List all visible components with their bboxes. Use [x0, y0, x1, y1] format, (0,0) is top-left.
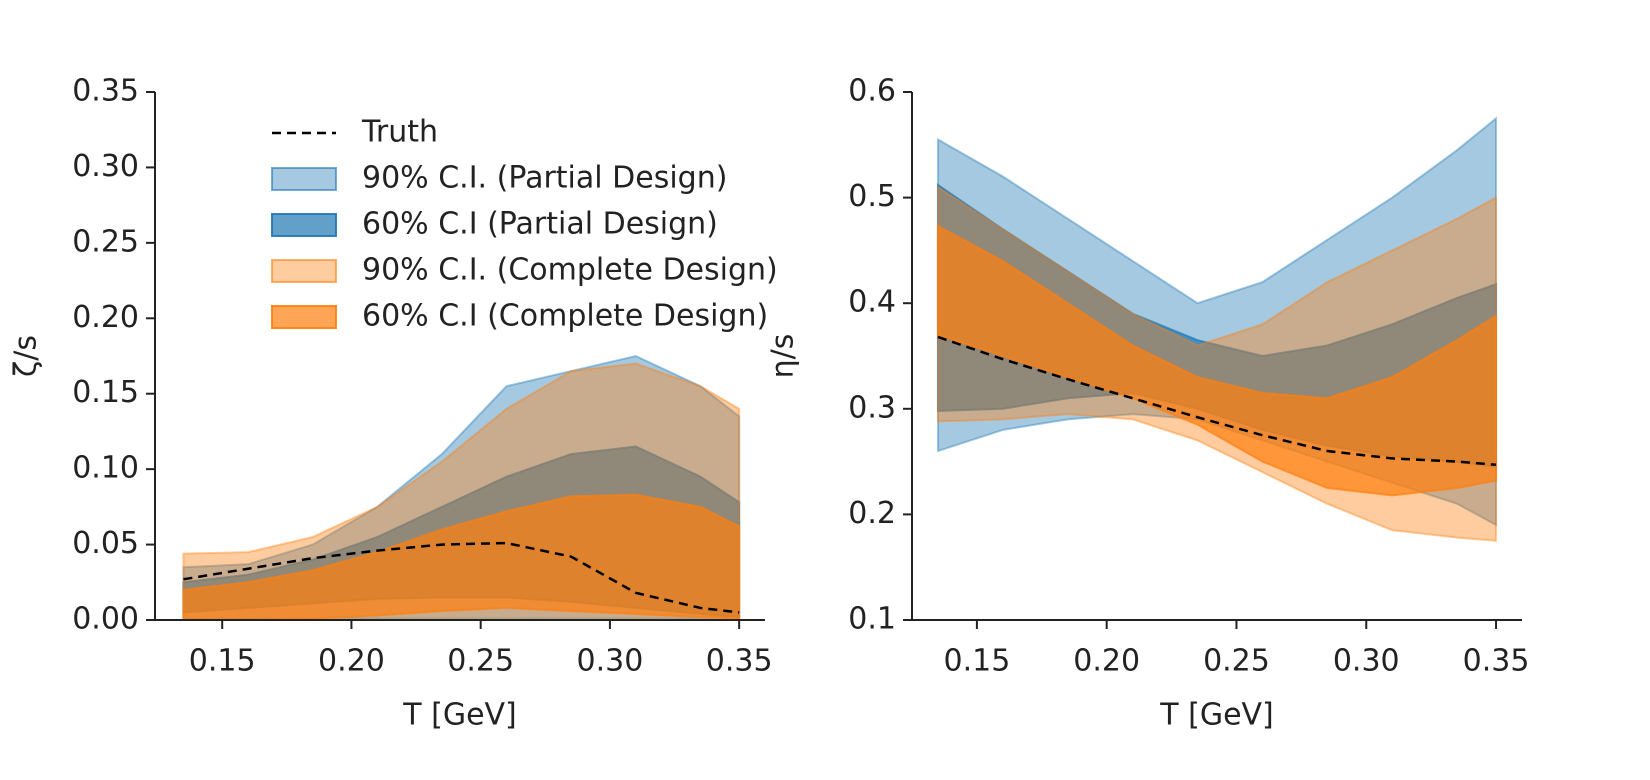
- y-axis-label: η/s: [766, 334, 801, 379]
- x-axis-label: T [GeV]: [402, 698, 517, 733]
- legend-label: 60% C.I (Partial Design): [362, 207, 718, 242]
- x-tick-label: 0.15: [189, 644, 256, 679]
- y-tick-label: 0.3: [848, 390, 896, 425]
- x-tick-label: 0.35: [706, 644, 773, 679]
- y-tick-label: 0.4: [848, 285, 896, 320]
- y-tick-label: 0.30: [72, 149, 139, 184]
- x-axis-label: T [GeV]: [1159, 698, 1274, 733]
- legend-label: 60% C.I (Complete Design): [362, 299, 768, 334]
- legend-swatch: [271, 305, 337, 329]
- truth-line: [183, 541, 740, 614]
- legend-label: 90% C.I. (Partial Design): [362, 161, 727, 196]
- legend-label: Truth: [361, 115, 438, 150]
- y-tick-label: 0.15: [72, 375, 139, 410]
- y-tick-label: 0.6: [848, 74, 896, 109]
- x-tick-label: 0.25: [447, 644, 514, 679]
- legend-swatch: [271, 167, 337, 191]
- band: [936, 224, 1498, 497]
- x-tick-label: 0.30: [577, 644, 644, 679]
- x-tick-label: 0.15: [943, 644, 1010, 679]
- y-tick-label: 0.05: [72, 526, 139, 561]
- legend-label: 90% C.I. (Complete Design): [362, 253, 778, 288]
- y-tick-label: 0.25: [72, 224, 139, 259]
- x-tick-label: 0.20: [318, 644, 385, 679]
- truth-line: [937, 335, 1497, 467]
- legend-swatch: [271, 259, 337, 283]
- y-tick-label: 0.20: [72, 300, 139, 335]
- y-tick-label: 0.2: [848, 496, 896, 531]
- x-tick-label: 0.25: [1203, 644, 1270, 679]
- y-tick-label: 0.10: [72, 451, 139, 486]
- y-tick-label: 0.5: [848, 179, 896, 214]
- legend-swatch: [271, 213, 337, 237]
- y-tick-label: 0.35: [72, 74, 139, 109]
- band: [182, 493, 741, 621]
- y-tick-label: 0.00: [72, 602, 139, 637]
- y-tick-label: 0.1: [848, 602, 896, 637]
- x-tick-label: 0.35: [1463, 644, 1530, 679]
- x-tick-label: 0.30: [1333, 644, 1400, 679]
- y-axis-label: ζ/s: [9, 335, 44, 377]
- x-tick-label: 0.20: [1073, 644, 1140, 679]
